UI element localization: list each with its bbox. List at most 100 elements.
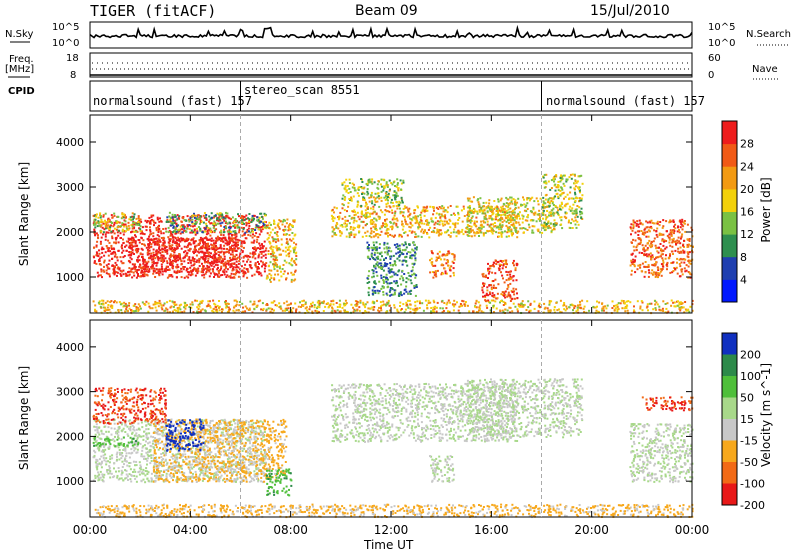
echo-cell (180, 263, 183, 266)
echo-cell (145, 246, 148, 249)
echo-cell (353, 209, 356, 212)
echo-cell (477, 198, 480, 201)
echo-cell (160, 237, 163, 239)
echo-cell (226, 250, 228, 253)
echo-cell (186, 227, 188, 230)
echo-cell (578, 306, 581, 309)
echo-cell (439, 229, 442, 232)
echo-cell (250, 267, 253, 270)
echo-cell (285, 307, 288, 310)
echo-cell (121, 262, 124, 265)
echo-cell (475, 311, 478, 314)
echo-cell (221, 214, 224, 216)
echo-cell (656, 303, 659, 306)
echo-cell (294, 252, 297, 255)
echo-cell (139, 305, 141, 308)
echo-cell (676, 230, 679, 233)
echo-cell (468, 234, 471, 237)
echo-cell (100, 270, 103, 273)
echo-cell (189, 217, 192, 220)
echo-cell (167, 241, 170, 244)
echo-cell (133, 221, 136, 224)
echo-cell (233, 243, 236, 246)
echo-cell (673, 301, 676, 304)
echo-cell (206, 247, 209, 250)
echo-cell (545, 181, 548, 184)
echo-cell (372, 221, 375, 224)
echo-cell (510, 223, 513, 226)
echo-cell (274, 255, 277, 258)
echo-cell (197, 267, 200, 270)
echo-cell (580, 207, 583, 210)
echo-cell (434, 270, 437, 273)
echo-cell (229, 227, 232, 230)
echo-cell (544, 226, 547, 229)
echo-cell (152, 219, 155, 222)
echo-cell (457, 232, 460, 235)
echo-cell (161, 308, 164, 311)
echo-cell (285, 278, 287, 281)
echo-cell (270, 277, 273, 280)
echo-cell (331, 310, 334, 313)
echo-cell (228, 251, 231, 254)
echo-cell (276, 304, 278, 307)
echo-cell (244, 254, 247, 257)
echo-cell (350, 196, 353, 199)
echo-cell (636, 230, 639, 233)
echo-cell (176, 276, 178, 279)
echo-cell (215, 223, 218, 226)
echo-cell (251, 217, 254, 219)
echo-cell (185, 219, 188, 222)
echo-cell (385, 222, 388, 225)
echo-cell (677, 236, 680, 239)
echo-cell (484, 296, 487, 299)
echo-cell (262, 224, 265, 227)
echo-cell (286, 308, 288, 311)
echo-cell (178, 257, 181, 260)
echo-cell (515, 226, 518, 229)
echo-cell (161, 251, 164, 253)
echo-cell (516, 232, 519, 234)
echo-cell (350, 231, 353, 234)
echo-cell (222, 234, 225, 237)
echo-cell (482, 225, 485, 228)
echo-cell (97, 234, 99, 237)
echo-cell (559, 177, 562, 179)
echo-cell (484, 294, 486, 297)
echo-cell (429, 301, 432, 304)
echo-cell (169, 264, 172, 266)
echo-cell (278, 253, 281, 256)
echo-cell (104, 238, 107, 241)
echo-cell (643, 275, 646, 278)
echo-cell (348, 222, 351, 225)
echo-cell (394, 212, 397, 215)
echo-cell (113, 300, 116, 302)
echo-cell (669, 253, 672, 256)
echo-cell (258, 273, 261, 276)
echo-cell (484, 221, 487, 224)
echo-cell (460, 230, 463, 233)
echo-cell (630, 223, 633, 226)
echo-cell (576, 197, 579, 200)
echo-cell (262, 245, 265, 248)
echo-cell (531, 225, 534, 228)
echo-cell (665, 307, 668, 310)
echo-cell (655, 230, 658, 232)
echo-cell (207, 244, 209, 246)
echo-cell (197, 242, 200, 245)
echo-cell (112, 247, 115, 250)
echo-cell (499, 199, 502, 202)
echo-cell (449, 275, 452, 278)
echo-cell (248, 222, 250, 225)
echo-cell (182, 237, 184, 240)
echo-cell (205, 224, 208, 227)
echo-cell (193, 258, 196, 260)
echo-cell (359, 301, 362, 304)
echo-cell (171, 222, 174, 225)
echo-cell (350, 233, 353, 236)
echo-cell (195, 217, 198, 220)
echo-cell (139, 232, 142, 235)
echo-cell (109, 301, 112, 303)
echo-cell (535, 197, 538, 200)
echo-cell (604, 305, 607, 308)
